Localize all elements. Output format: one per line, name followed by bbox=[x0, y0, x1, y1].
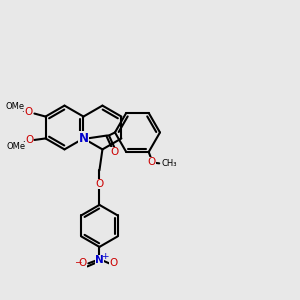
Text: N: N bbox=[79, 132, 88, 145]
Text: +: + bbox=[101, 252, 109, 261]
Text: OMe: OMe bbox=[7, 142, 26, 151]
Text: OMe: OMe bbox=[6, 101, 25, 111]
Text: O: O bbox=[110, 147, 118, 157]
Text: CH₃: CH₃ bbox=[162, 159, 177, 168]
Text: O: O bbox=[110, 258, 118, 268]
Text: −: − bbox=[74, 257, 81, 266]
Text: N: N bbox=[95, 255, 104, 266]
Text: O: O bbox=[79, 258, 87, 268]
Text: O: O bbox=[148, 158, 156, 167]
Text: O: O bbox=[95, 179, 104, 189]
Text: O: O bbox=[25, 135, 33, 145]
Text: O: O bbox=[24, 107, 33, 117]
